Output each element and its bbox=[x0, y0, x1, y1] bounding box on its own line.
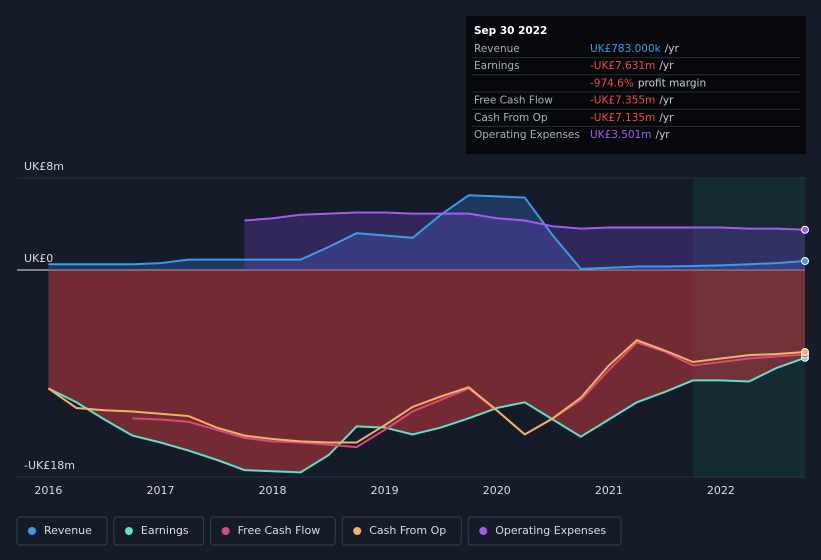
x-tick-label: 2020 bbox=[483, 484, 511, 497]
tooltip-unit: profit margin bbox=[638, 77, 706, 89]
tooltip-unit: /yr bbox=[659, 95, 674, 107]
legend-box bbox=[16, 516, 108, 546]
tooltip-box bbox=[466, 16, 806, 154]
tooltip-label: Free Cash Flow bbox=[474, 95, 553, 107]
tooltip-date: Sep 30 2022 bbox=[474, 25, 547, 37]
x-tick-label: 2018 bbox=[259, 484, 287, 497]
end-point bbox=[801, 225, 809, 234]
legend-label: Revenue bbox=[44, 524, 92, 537]
area bbox=[48, 195, 805, 270]
tooltip-rows: Revenue UK£783.000k/yr Earnings -UK£7.631m /… bbox=[472, 43, 800, 141]
tooltip-unit: /yr bbox=[659, 112, 674, 124]
x-tick-label: 2021 bbox=[595, 484, 623, 497]
tooltip-value: -UK£7.631m bbox=[590, 60, 655, 72]
series-line bbox=[47, 356, 806, 474]
x-tick-label: 2022 bbox=[707, 484, 735, 497]
legend-dot bbox=[353, 527, 362, 535]
legend-label: Earnings bbox=[141, 524, 189, 537]
legend-label: Free Cash Flow bbox=[238, 524, 321, 537]
y-tick-label: -UK£18m bbox=[24, 459, 75, 472]
tooltip-value: UK£3.501m bbox=[590, 129, 652, 141]
legend-box bbox=[341, 516, 462, 546]
x-tick-label: 2019 bbox=[371, 484, 399, 497]
series-line bbox=[48, 194, 806, 270]
tooltip-unit: /yr bbox=[659, 60, 674, 72]
tooltip-value: -UK£7.355m bbox=[590, 95, 655, 107]
legend-box bbox=[467, 516, 622, 546]
legend-label: Cash From Op bbox=[369, 524, 446, 537]
tooltip-unit: /yr bbox=[656, 129, 671, 141]
tooltip-unit: /yr bbox=[665, 43, 680, 55]
y-tick-label: UK£8m bbox=[24, 160, 64, 173]
legend-item[interactable]: Cash From Op bbox=[341, 516, 462, 546]
legend-item[interactable]: Revenue bbox=[16, 516, 108, 546]
legend-dot bbox=[221, 527, 230, 535]
tooltip-label: Cash From Op bbox=[474, 112, 548, 124]
tooltip: Sep 30 2022 Revenue UK£783.000k/yr Earning… bbox=[466, 16, 806, 154]
tooltip-label: Earnings bbox=[474, 60, 520, 72]
series-line bbox=[47, 339, 806, 444]
tooltip-label: Revenue bbox=[474, 43, 520, 55]
legend-dot bbox=[28, 527, 36, 535]
legend-item[interactable]: Operating Expenses bbox=[467, 516, 622, 546]
area bbox=[244, 212, 806, 270]
tooltip-label: Operating Expenses bbox=[474, 129, 580, 141]
x-tick-label: 2016 bbox=[34, 484, 62, 497]
legend-item[interactable]: Free Cash Flow bbox=[210, 516, 336, 546]
legend-dot bbox=[124, 527, 133, 535]
x-tick-label: 2017 bbox=[146, 484, 174, 497]
plot: UK£8m UK£0 -UK£18m 2016 2017 2018 2019 2020 2021… bbox=[17, 160, 809, 497]
legend-box bbox=[113, 516, 205, 546]
y-tick-label: UK£0 bbox=[24, 252, 53, 265]
legend: Revenue Earnings Free Cash Flow Cash From O… bbox=[16, 516, 622, 546]
tooltip-value: -974.6% bbox=[590, 77, 634, 89]
legend-box bbox=[210, 516, 336, 546]
legend-item[interactable]: Earnings bbox=[113, 516, 205, 546]
area bbox=[48, 270, 805, 473]
tooltip-value: UK£783.000k bbox=[590, 43, 662, 55]
end-point bbox=[801, 348, 809, 357]
series-line bbox=[244, 211, 806, 231]
tooltip-value: -UK£7.135m bbox=[590, 112, 655, 124]
end-point bbox=[801, 256, 809, 265]
legend-label: Operating Expenses bbox=[495, 524, 606, 537]
legend-dot bbox=[479, 527, 488, 535]
